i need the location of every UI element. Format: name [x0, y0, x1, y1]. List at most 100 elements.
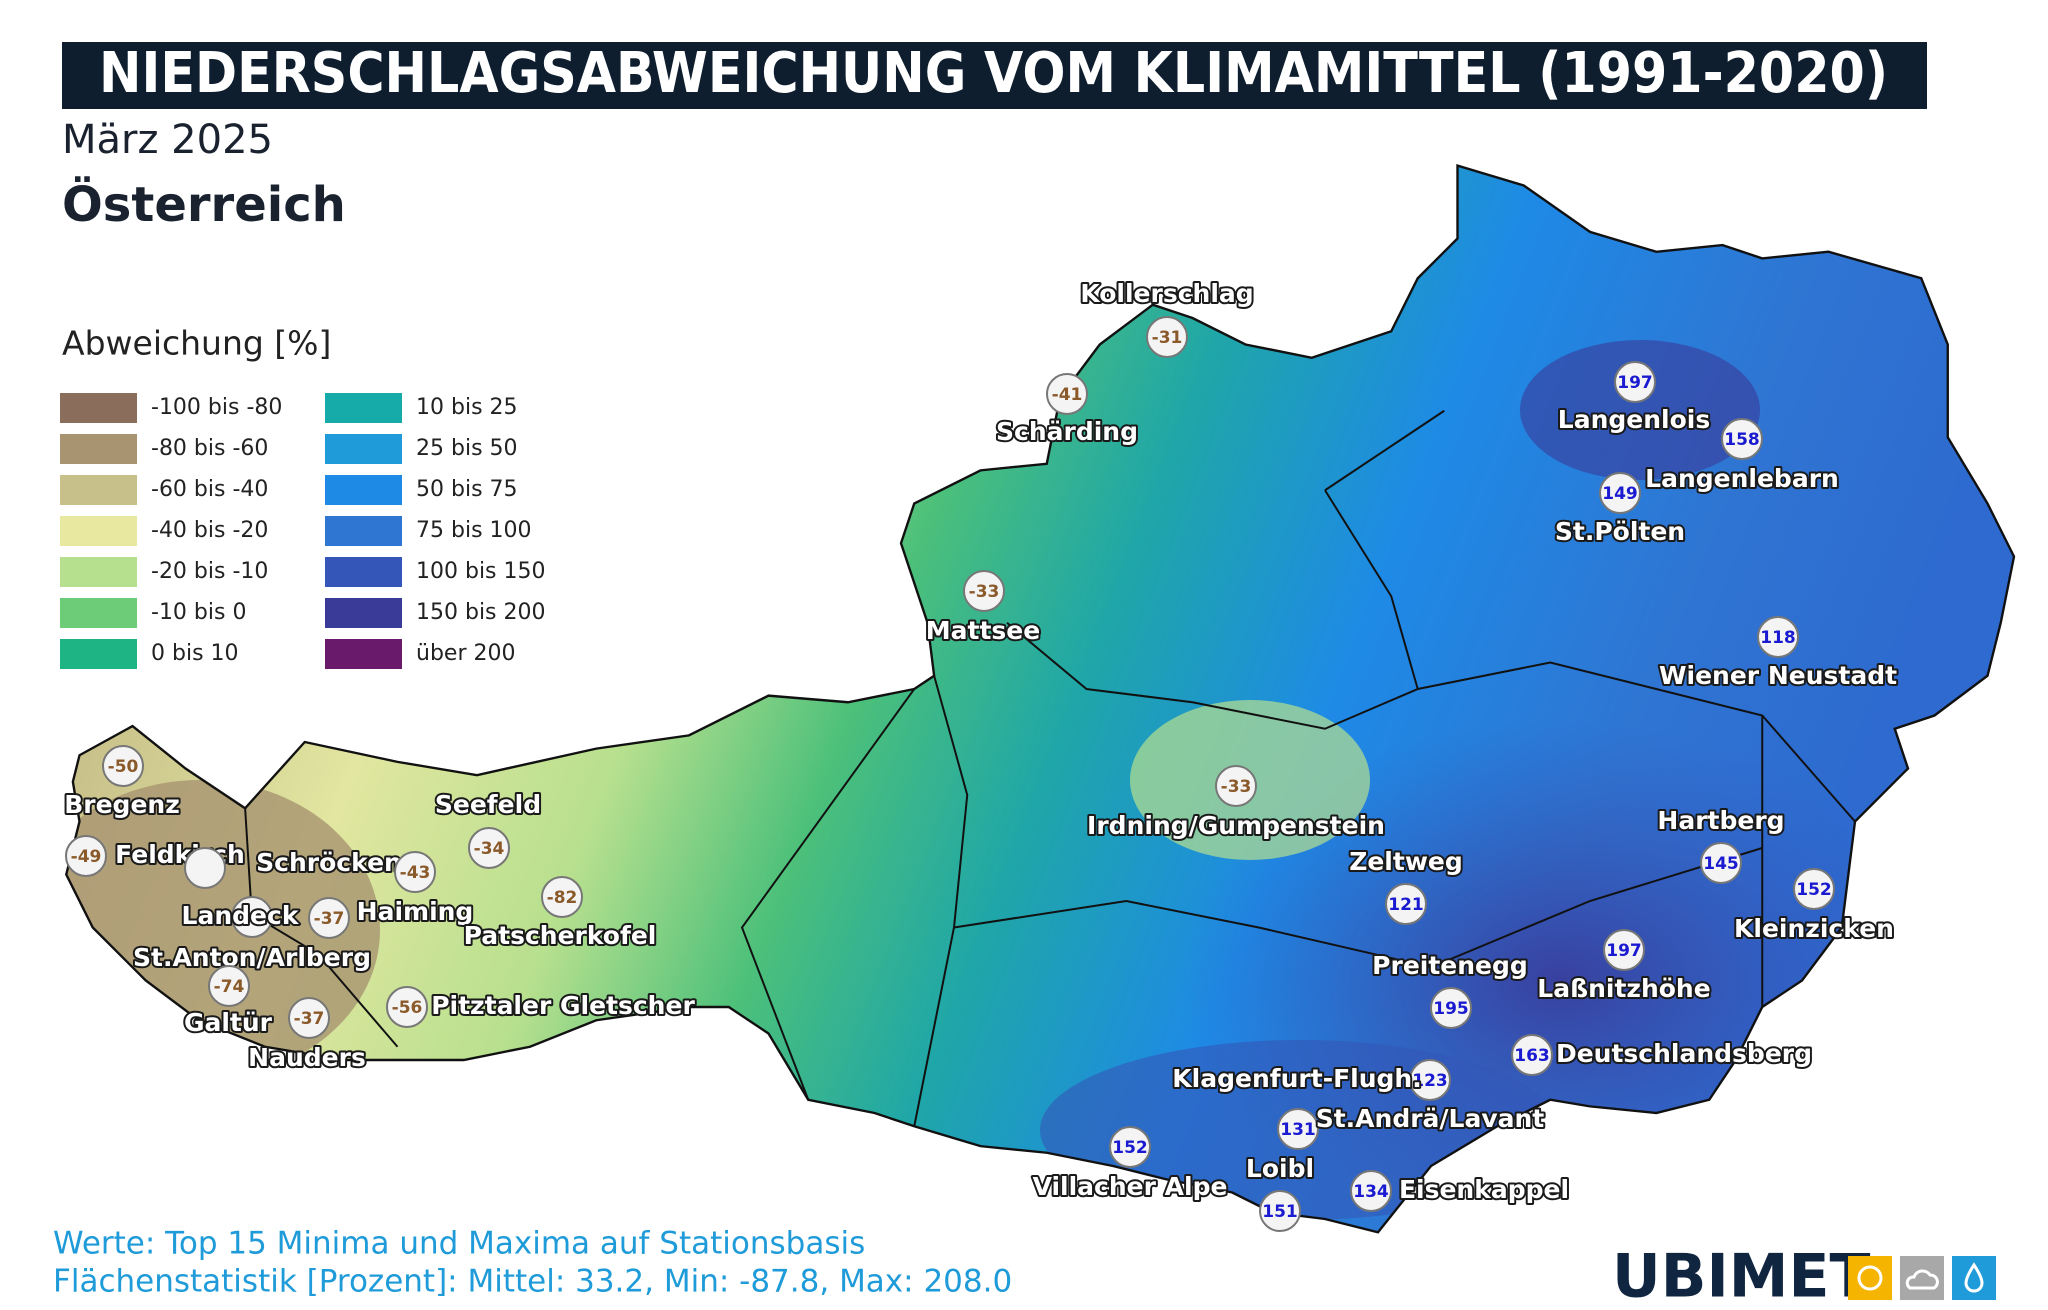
- station-name: Irdning/Gumpenstein: [1087, 811, 1385, 840]
- station-value: 158: [1724, 430, 1760, 450]
- station-value: -37: [314, 909, 345, 929]
- station-value: 195: [1433, 999, 1469, 1019]
- station-name: Preitenegg: [1372, 951, 1528, 980]
- station-marker: [288, 997, 330, 1039]
- station-name: Langenlois: [1558, 405, 1710, 434]
- station-value: 123: [1412, 1071, 1448, 1091]
- legend-swatch: [325, 639, 402, 669]
- legend-swatch: [60, 516, 137, 546]
- legend-title: Abweichung [%]: [62, 324, 331, 363]
- station-name: Nauders: [248, 1043, 366, 1072]
- station-name: Schärding: [996, 417, 1138, 446]
- station-marker: [386, 986, 428, 1028]
- station-name: Kleinzicken: [1734, 914, 1894, 943]
- logo-icons: [1848, 1256, 1996, 1300]
- station-value: -82: [547, 888, 578, 908]
- station-value: 149: [1602, 484, 1638, 504]
- station-marker: [308, 897, 350, 939]
- station-marker: [1215, 765, 1257, 807]
- station-value: 151: [1262, 1202, 1298, 1222]
- station-value: 121: [1388, 895, 1424, 915]
- legend-swatch: [60, 598, 137, 628]
- station-marker: [184, 847, 226, 889]
- legend-swatch: [325, 557, 402, 587]
- station-name: St.Andrä/Lavant: [1316, 1104, 1545, 1133]
- legend-swatch: [325, 516, 402, 546]
- legend-label: -20 bis -10: [151, 559, 268, 584]
- station-name: Schröcken: [256, 848, 402, 877]
- station-name: Galtür: [184, 1008, 273, 1037]
- legend-swatch: [60, 639, 137, 669]
- legend-label: 25 bis 50: [416, 436, 518, 461]
- station-name: Patscherkofel: [464, 921, 657, 950]
- station-name: Mattsee: [926, 616, 1040, 645]
- station-name: Zeltweg: [1349, 847, 1463, 876]
- legend-label: -80 bis -60: [151, 436, 268, 461]
- station-value: 197: [1606, 941, 1642, 961]
- station-name: Villacher Alpe: [1033, 1172, 1228, 1201]
- station-name: Hartberg: [1657, 806, 1784, 835]
- station-value: -49: [71, 847, 102, 867]
- station-name: St.Anton/Arlberg: [133, 943, 371, 972]
- station-value: -34: [474, 839, 505, 859]
- station-value: -41: [1052, 385, 1083, 405]
- legend-swatch: [60, 393, 137, 423]
- legend-label: -60 bis -40: [151, 477, 268, 502]
- station-marker: [1277, 1108, 1319, 1150]
- legend-label: -10 bis 0: [151, 600, 246, 625]
- station-name: Landeck: [182, 901, 300, 930]
- station-name: Eisenkappel: [1399, 1175, 1569, 1204]
- legend-swatch: [60, 434, 137, 464]
- legend: -100 bis -80 -80 bis -60 -60 bis -40 -40 bi…: [60, 393, 546, 669]
- station-value: -31: [1152, 328, 1183, 348]
- station-marker: [1046, 373, 1088, 415]
- legend-swatch: [60, 557, 137, 587]
- footer-line: Werte: Top 15 Minima und Maxima auf Stat…: [53, 1226, 865, 1262]
- station-marker: [394, 851, 436, 893]
- legend-label: über 200: [416, 641, 515, 666]
- station-marker: [1757, 616, 1799, 658]
- station-marker: [1511, 1034, 1553, 1076]
- station-name: Kollerschlag: [1080, 279, 1253, 308]
- station-marker: [208, 965, 250, 1007]
- station-name: St.Pölten: [1555, 517, 1685, 546]
- legend-label: 150 bis 200: [416, 600, 546, 625]
- station-marker: [1350, 1170, 1392, 1212]
- station-name: Pitztaler Gletscher: [431, 991, 695, 1020]
- legend-label: 10 bis 25: [416, 395, 518, 420]
- station-marker: [1146, 316, 1188, 358]
- station-marker: [541, 876, 583, 918]
- legend-label: 75 bis 100: [416, 518, 532, 543]
- station-name: Haiming: [357, 897, 474, 926]
- station-value: 134: [1353, 1182, 1389, 1202]
- legend-swatch: [60, 475, 137, 505]
- station-marker: [231, 896, 273, 938]
- station-marker: [1721, 418, 1763, 460]
- station-value: 197: [1617, 373, 1653, 393]
- station-value: 131: [1280, 1120, 1316, 1140]
- station-marker: [468, 827, 510, 869]
- station-marker: [1259, 1190, 1301, 1232]
- station-name: Loibl: [1246, 1154, 1314, 1183]
- legend-swatch: [325, 434, 402, 464]
- station-value: -56: [392, 998, 423, 1018]
- station-marker: [1793, 868, 1835, 910]
- station-marker: [1700, 842, 1742, 884]
- station-value: -33: [1221, 777, 1252, 797]
- station-value: -43: [400, 863, 431, 883]
- station-marker: [1614, 361, 1656, 403]
- station-name: Seefeld: [435, 790, 541, 819]
- legend-label: 100 bis 150: [416, 559, 546, 584]
- station-marker: [1109, 1126, 1151, 1168]
- station-marker: [963, 570, 1005, 612]
- station-value: 152: [1112, 1138, 1148, 1158]
- footer-line: Flächenstatistik [Prozent]: Mittel: 33.2…: [53, 1264, 1012, 1300]
- logo: UBIMET: [1612, 1242, 1870, 1310]
- station-name: Bregenz: [64, 790, 180, 819]
- station-marker: [102, 745, 144, 787]
- station-marker: [1430, 987, 1472, 1029]
- station-name: Deutschlandsberg: [1556, 1039, 1812, 1068]
- legend-swatch: [325, 475, 402, 505]
- title-bar: [62, 42, 1927, 109]
